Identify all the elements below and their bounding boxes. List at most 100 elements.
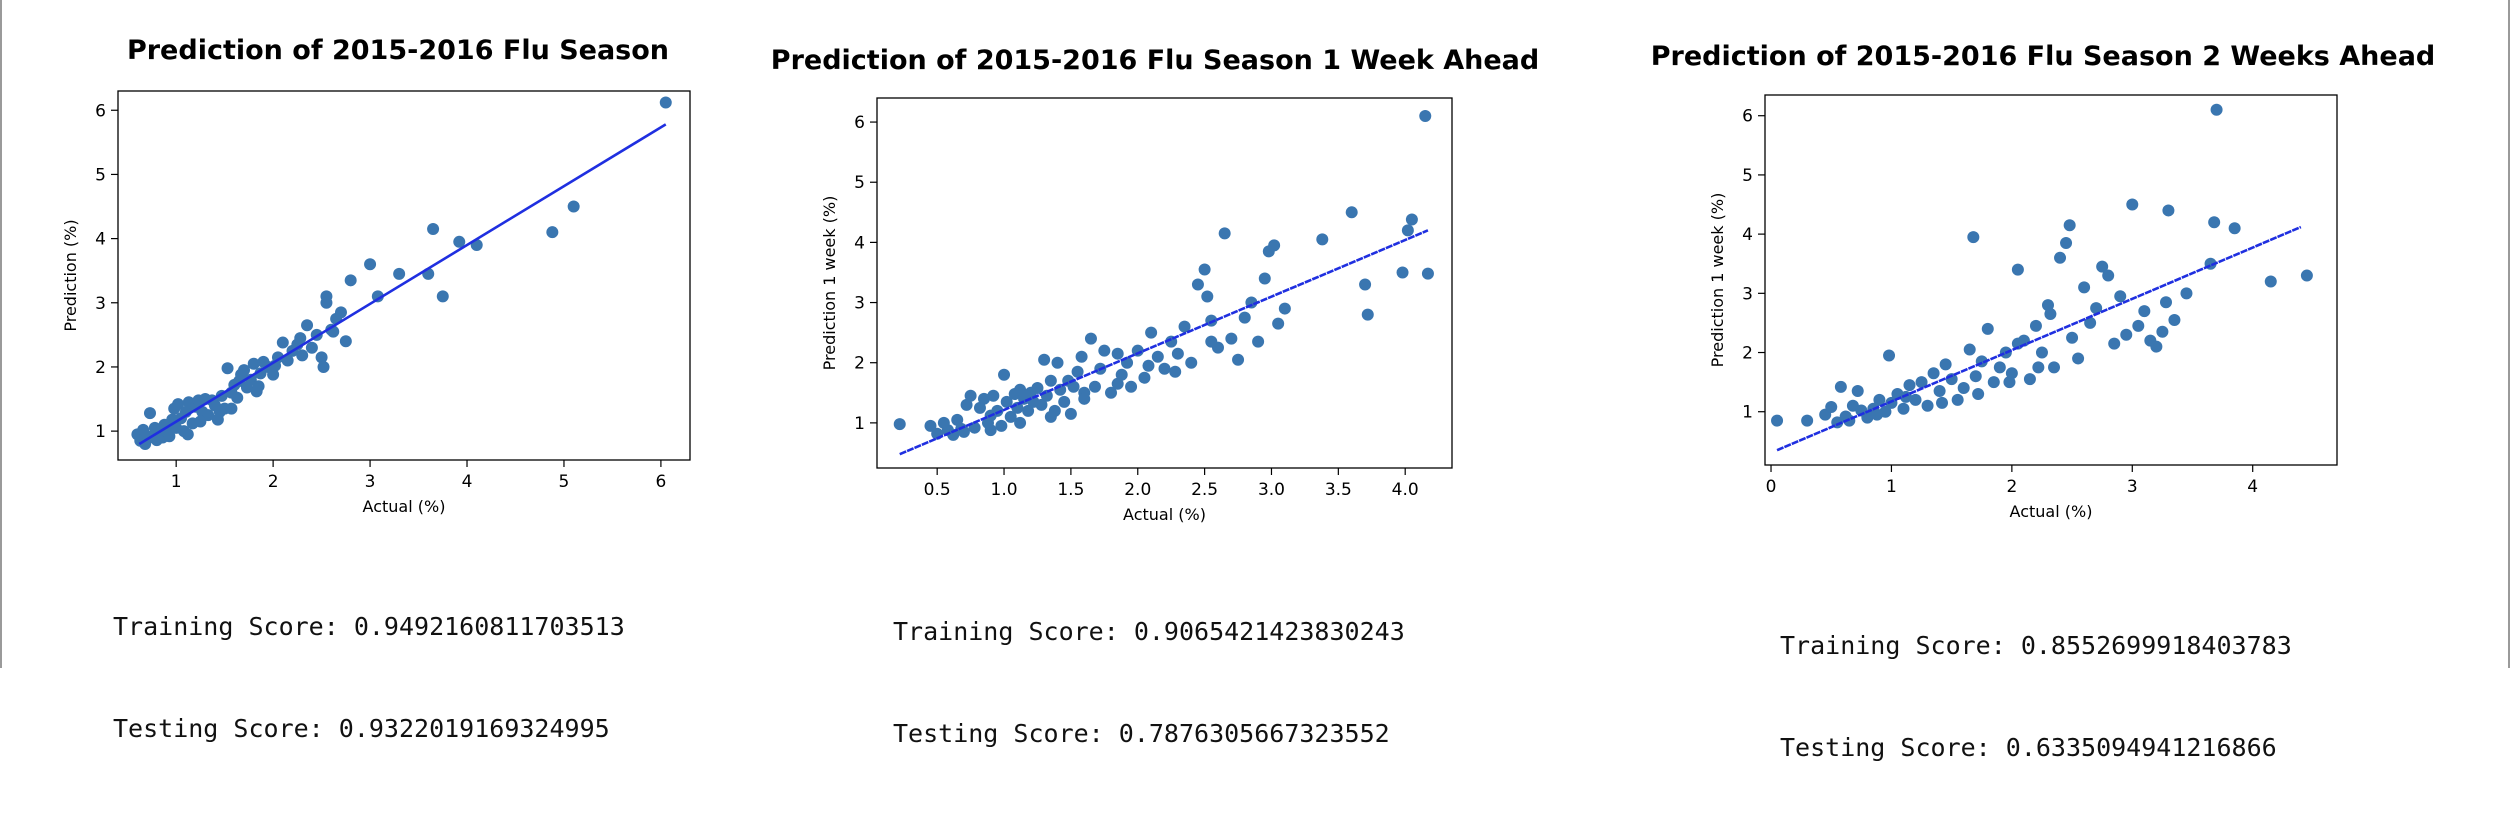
data-point [1272,317,1285,330]
data-point [2162,204,2175,217]
data-point [305,341,318,354]
data-point [137,423,150,436]
data-point [2208,216,2221,229]
data-point [1981,322,1994,335]
data-point [2011,263,2024,276]
data-point [924,419,937,432]
data-point [1088,380,1101,393]
y-tick-label: 3 [95,294,106,314]
data-point [294,332,307,345]
data-point [1939,358,1952,371]
regression-line [138,123,667,446]
data-point [2078,281,2091,294]
data-point [1873,393,1886,406]
x-tick-label: 3.0 [1258,480,1285,500]
data-point [1993,361,2006,374]
data-point [977,392,990,405]
data-point [247,357,260,370]
training-score-text: Training Score: 0.8552699918403783 [1780,631,2292,660]
data-point [296,349,309,362]
testing-score-text: Testing Score: 0.7876305667323552 [893,719,1390,748]
data-point [2072,352,2085,365]
x-tick-label: 4 [462,472,473,492]
data-point [1232,353,1245,366]
data-point [2114,290,2127,303]
data-point [1851,385,1864,397]
data-point [1933,385,1946,397]
y-tick-label: 3 [854,294,865,314]
x-tick-label: 0.5 [924,480,951,500]
y-tick-label: 1 [95,422,106,442]
data-point [2102,269,2115,282]
data-point [1897,402,1910,415]
data-point [301,319,314,332]
data-point [2138,305,2151,318]
plot-frame [1764,94,2338,466]
data-point [276,336,289,349]
training-score-text: Training Score: 0.9492160811703513 [113,612,625,641]
score-block-2-weeks: Training Score: 0.8552699918403783 Testi… [1780,561,2292,833]
data-point [221,362,234,375]
data-point [1125,380,1138,393]
window-right-border [2508,0,2510,668]
data-point [163,430,176,443]
data-point [995,419,1008,432]
data-point [1067,380,1080,393]
data-point [998,368,1011,381]
data-point [987,389,1000,402]
data-point [1158,362,1171,375]
data-point [281,354,294,367]
plot-frame [876,97,1453,469]
data-point [1171,347,1184,360]
data-point [1111,377,1124,390]
data-point [1058,395,1071,408]
data-point [1198,263,1211,276]
data-point [1936,396,1949,409]
x-axis-label: Actual (%) [363,497,446,516]
y-tick-label: 1 [1742,403,1753,423]
data-point [1105,386,1118,399]
y-tick-label: 2 [1742,344,1753,364]
data-point [320,296,333,309]
x-tick-label: 6 [656,472,667,492]
data-point [1064,407,1077,420]
data-point [1038,353,1051,366]
data-point [1396,266,1409,279]
data-point [1205,335,1218,348]
data-point [2180,287,2193,300]
data-point [1098,344,1111,357]
window-left-border [0,0,2,668]
data-point [1044,374,1057,387]
testing-score-text: Testing Score: 0.6335094941216866 [1780,733,2277,762]
data-point [427,222,440,235]
data-point [2168,313,2181,326]
data-point [1044,410,1057,423]
data-point [225,402,238,415]
data-point [371,290,384,303]
y-axis-label: Prediction (%) [61,219,80,331]
data-point [2150,340,2163,353]
data-point [1278,302,1291,315]
data-point [1131,344,1144,357]
data-point [1927,367,1940,380]
data-point [2264,275,2277,288]
data-point [213,405,226,418]
x-tick-label: 1.5 [1057,480,1084,500]
data-point [960,398,973,411]
data-point [2120,328,2133,341]
data-point [2032,361,2045,374]
data-point [1915,376,1928,389]
data-point [1035,398,1048,411]
data-point [2003,376,2016,389]
data-point [393,267,406,280]
chart-title: Prediction of 2015-2016 Flu Season 2 Wee… [1651,41,2436,72]
data-point [2300,269,2313,282]
x-tick-label: 2 [2006,477,2017,497]
data-point [2156,325,2169,338]
x-tick-label: 5 [559,472,570,492]
data-point [2160,296,2173,309]
data-point [194,415,207,428]
y-tick-label: 5 [95,165,106,185]
x-axis-label: Actual (%) [1123,505,1206,524]
data-point [1022,404,1035,417]
